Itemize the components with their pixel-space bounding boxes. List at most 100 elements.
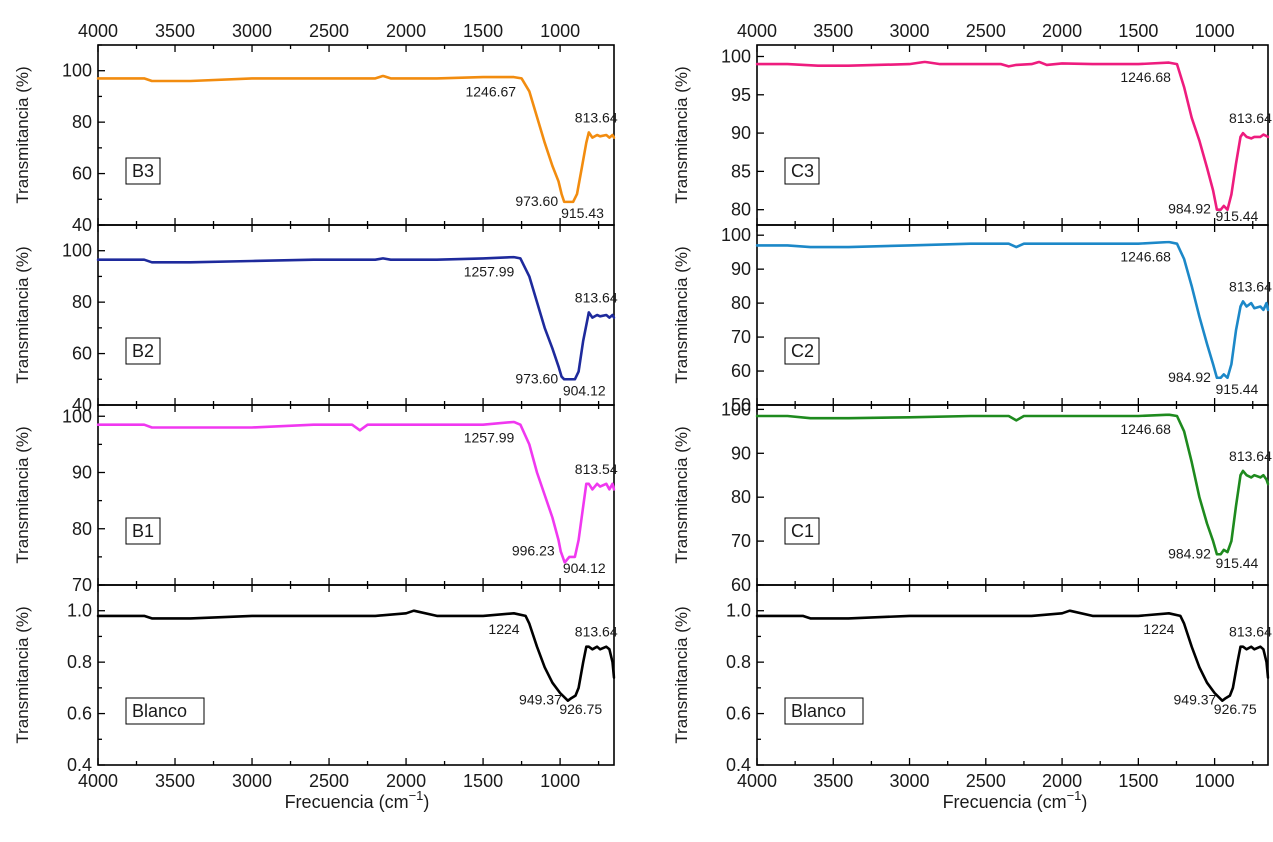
- sample-label-box: [125, 697, 205, 725]
- peak-annotation: 949.37: [519, 692, 562, 708]
- peak-annotation: 926.75: [559, 701, 602, 717]
- spectrum-line-blanco: [98, 611, 614, 701]
- x-tick-label-top: 2500: [309, 21, 349, 41]
- y-tick-label: 1.0: [67, 601, 92, 621]
- peak-annotation: 1224: [488, 621, 519, 637]
- peak-annotation: 813.64: [575, 109, 618, 125]
- y-tick-label: 60: [731, 575, 751, 595]
- panel-c3-right: 4000 3500 3000 2500 2000 1500 1000 80 85 90 95 100 T…: [672, 21, 1272, 226]
- sample-label-box: [784, 157, 820, 185]
- x-tick-label: 3000: [890, 771, 930, 791]
- x-tick-label: 1500: [1118, 771, 1158, 791]
- sample-label-box: [784, 517, 820, 545]
- peak-annotation: 904.12: [563, 560, 606, 576]
- y-tick-label: 80: [731, 200, 751, 220]
- plot-frame: [756, 584, 1269, 766]
- right-column: 4000 3500 3000 2500 2000 1500 1000 80 85 90 95 100 T…: [672, 21, 1272, 791]
- sample-label: B2: [132, 341, 154, 361]
- sample-label-box: [784, 337, 820, 365]
- peak-annotation: 915.44: [1216, 555, 1259, 571]
- x-axis-label-right: Frecuencia (cm−1): [943, 788, 1088, 812]
- peak-annotation: 1246.68: [1120, 249, 1171, 265]
- y-tick-label: 80: [72, 292, 92, 312]
- y-tick-label: 100: [62, 406, 92, 426]
- panel-b3-left: 4000 3500 3000 2500 2000 1500 1000 40 60 80 100 Tra…: [13, 21, 618, 235]
- y-tick-label: 0.6: [67, 704, 92, 724]
- y-tick-label: 90: [731, 123, 751, 143]
- sample-label-box: [125, 517, 161, 545]
- sample-label: C3: [791, 161, 814, 181]
- y-axis-label: Transmitancia (%): [672, 66, 691, 203]
- y-tick-label: 0.6: [726, 704, 751, 724]
- x-tick-label: 3500: [155, 771, 195, 791]
- y-tick-label: 50: [731, 395, 751, 415]
- y-tick-label: 60: [72, 344, 92, 364]
- peak-annotation: 813.64: [1229, 278, 1272, 294]
- spectrum-line-b2: [98, 257, 614, 379]
- y-axis-label: Transmitancia (%): [13, 246, 32, 383]
- y-tick-label: 70: [72, 575, 92, 595]
- peak-annotation: 813.64: [1229, 624, 1272, 640]
- y-axis-label: Transmitancia (%): [672, 426, 691, 563]
- y-tick-label: 100: [721, 399, 751, 419]
- x-tick-label-top: 3000: [232, 21, 272, 41]
- y-axis-label: Transmitancia (%): [13, 66, 32, 203]
- peak-annotation: 1224: [1143, 621, 1174, 637]
- x-tick-label-top: 4000: [78, 21, 118, 41]
- y-tick-label: 100: [721, 46, 751, 66]
- sample-label-box: [125, 337, 161, 365]
- x-tick-label: 2500: [966, 771, 1006, 791]
- spectrum-line-c1: [757, 415, 1268, 555]
- panel-b1-left: 70 80 90 100 Transmitancia (%) B1 1257.99 813.5…: [13, 404, 618, 595]
- spectrum-line-b3: [98, 76, 614, 202]
- x-tick-label-top: 3500: [155, 21, 195, 41]
- x-tick-label: 1000: [1195, 771, 1235, 791]
- x-tick-label-top: 1500: [1118, 21, 1158, 41]
- x-tick-label: 1000: [540, 771, 580, 791]
- y-tick-label: 90: [72, 463, 92, 483]
- sample-label: B3: [132, 161, 154, 181]
- peak-annotation: 813.64: [575, 624, 618, 640]
- x-tick-label-top: 1500: [463, 21, 503, 41]
- peak-annotation: 915.44: [1216, 381, 1259, 397]
- y-tick-label: 100: [62, 61, 92, 81]
- sample-label: B1: [132, 521, 154, 541]
- panel-b2-left: 40 60 80 100 Transmitancia (%) B2 1257.99 813.6…: [13, 224, 618, 415]
- x-tick-label-top: 2000: [386, 21, 426, 41]
- x-tick-label: 2000: [1042, 771, 1082, 791]
- x-axis-label-left: Frecuencia (cm−1): [285, 788, 430, 812]
- peak-annotation: 1257.99: [464, 430, 515, 446]
- x-tick-label-top: 2500: [966, 21, 1006, 41]
- sample-label: Blanco: [791, 701, 846, 721]
- x-tick-label: 3000: [232, 771, 272, 791]
- peak-annotation: 984.92: [1168, 201, 1211, 217]
- x-tick-label-top: 3000: [890, 21, 930, 41]
- peak-annotation: 949.37: [1174, 692, 1217, 708]
- y-tick-label: 80: [72, 519, 92, 539]
- y-tick-label: 40: [72, 215, 92, 235]
- peak-annotation: 984.92: [1168, 369, 1211, 385]
- y-tick-label: 70: [731, 327, 751, 347]
- x-tick-label: 2000: [386, 771, 426, 791]
- y-tick-label: 0.4: [726, 755, 751, 775]
- y-tick-label: 90: [731, 443, 751, 463]
- peak-annotation: 813.54: [575, 461, 618, 477]
- panel-c1-right: 60 70 80 90 100 Transmitancia (%) C1 1246.68 813…: [672, 399, 1272, 595]
- peak-annotation: 1246.68: [1120, 69, 1171, 85]
- x-tick-label: 4000: [737, 771, 777, 791]
- panel-c2-right: 50 60 70 80 90 100 Transmitancia (%) C2 1246.68 8…: [672, 224, 1272, 415]
- x-tick-label-top: 4000: [737, 21, 777, 41]
- peak-annotation: 904.12: [563, 382, 606, 398]
- x-tick-label-top: 3500: [813, 21, 853, 41]
- peak-annotation: 915.43: [561, 205, 604, 221]
- panel-blanco-right: 4000 3500 3000 2500 2000 1500 1000 0.4 0.6 0.8 1.0…: [672, 584, 1272, 791]
- y-axis-label: Transmitancia (%): [13, 426, 32, 563]
- y-tick-label: 0.8: [726, 652, 751, 672]
- y-axis-label: Transmitancia (%): [13, 606, 32, 743]
- left-column: 4000 3500 3000 2500 2000 1500 1000 40 60 80 100 Tra…: [13, 21, 618, 791]
- x-tick-label: 3500: [813, 771, 853, 791]
- peak-annotation: 813.64: [1229, 110, 1272, 126]
- y-tick-label: 95: [731, 85, 751, 105]
- peak-annotation: 996.23: [512, 542, 555, 558]
